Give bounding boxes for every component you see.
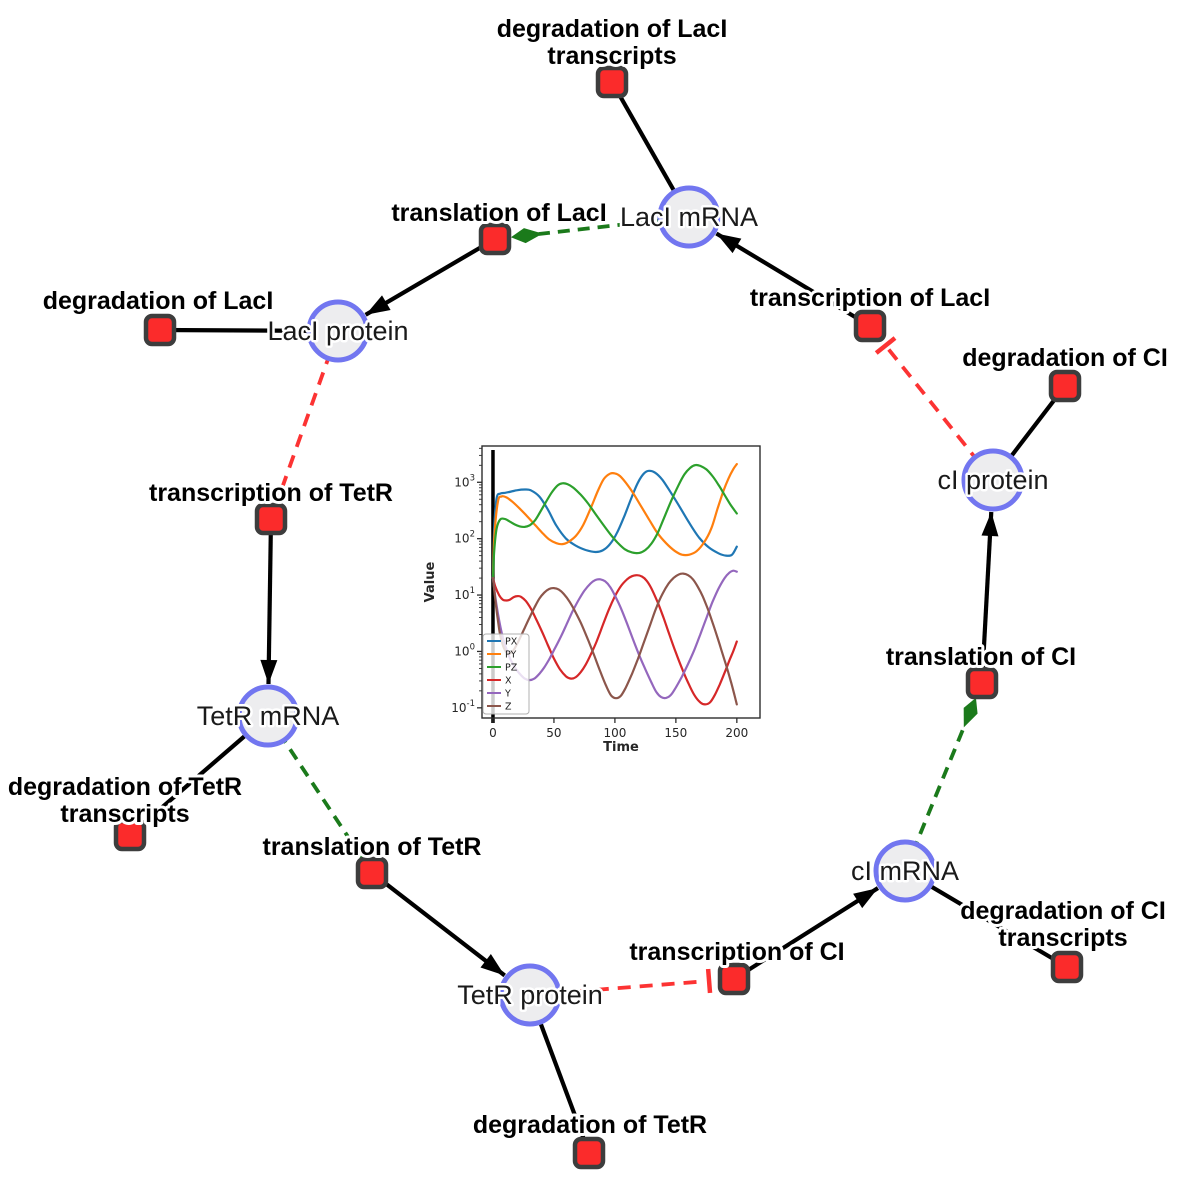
chart-series-PY: [491, 463, 738, 580]
species-label-sp_ci_mrna: cI mRNA: [851, 856, 959, 886]
reaction-node-rx_tl_tetr: [355, 856, 389, 890]
edge-production-rx_tl_laci-sp_laci_protein: [364, 237, 497, 317]
reaction-label-rx_deg_laci_tx-line2: transcripts: [547, 42, 676, 70]
x-tick-label-50: 50: [546, 726, 561, 740]
species-node-sp_ci_protein: [961, 448, 1025, 512]
reaction-label-rx_deg_ci_tx-line2: transcripts: [998, 924, 1127, 952]
reaction-node-rx_tl_laci: [478, 222, 512, 256]
edge-production-rx_tr_laci-sp_laci_mrna: [715, 231, 872, 328]
edge-production-rx_tr_laci-sp_laci_mrna-arrowhead: [716, 233, 742, 254]
edge-production-rx_tl_laci-sp_laci_protein-arrowhead: [365, 295, 391, 315]
chart-axes-ticks: 10-1 100 101 102 103 0 50 100 150 200: [451, 447, 748, 740]
species-label-sp_laci_mrna: LacI mRNA: [620, 202, 758, 232]
chart-series-PZ: [491, 463, 738, 580]
reaction-node-rx_tr_laci: [853, 309, 887, 343]
edge-production-rx_tr_tetr-sp_tetr_mrna: [266, 518, 274, 685]
reaction-node-rx_deg_tetr_tx: [113, 818, 147, 852]
x-tick-label-0: 0: [489, 726, 497, 740]
y-tick-label-10e3: 103: [454, 473, 475, 489]
reaction-label-rx_tl_laci-line1: translation of LacI: [391, 199, 606, 227]
reaction-label-rx_tl_tetr-line1: translation of TetR: [263, 833, 482, 861]
y-tick-label-10e0: 100: [454, 642, 475, 658]
reaction-label-rx_deg_tetr_tx-line1: degradation of TetR: [8, 773, 242, 801]
reaction-node-rx_tr_ci: [717, 962, 751, 996]
edge-production-rx_tl_tetr-sp_tetr_protein: [370, 871, 506, 978]
reaction-node-rx_deg_ci_tx: [1050, 950, 1084, 984]
nodes-layer: [113, 65, 1084, 1170]
species-node-sp_ci_mrna: [873, 839, 937, 903]
chart-series-PX: [491, 469, 738, 580]
y-tick-label-10e-1: 10-1: [451, 699, 475, 715]
species-node-sp_tetr_mrna: [236, 684, 300, 748]
edge-production-rx_tr_ci-sp_ci_mrna-arrowhead: [853, 888, 878, 909]
edge-production-rx_tr_tetr-sp_tetr_mrna-arrowhead: [260, 659, 278, 685]
species-label-sp_laci_protein: LacI protein: [267, 316, 408, 346]
reaction-label-rx_deg_tetr_tx-line2: transcripts: [60, 800, 189, 828]
chart-series-X: [491, 574, 738, 706]
edge-modifier-sp_laci_mrna-rx_tl_laci-diamond: [510, 228, 543, 244]
reaction-node-rx_deg_ci: [1048, 369, 1082, 403]
x-tick-label-150: 150: [664, 726, 687, 740]
y-tick-label-10e2: 102: [454, 530, 475, 546]
reaction-node-rx_deg_tetr: [572, 1136, 606, 1170]
edge-inhibition-sp_laci_protein-rx_tr_tetr-tee: [267, 489, 292, 502]
y-tick-label-10e1: 101: [454, 586, 475, 602]
reaction-label-rx_tr_tetr-line1: transcription of TetR: [149, 479, 393, 507]
species-label-sp_ci_protein: cI protein: [937, 465, 1048, 495]
reaction-node-rx_deg_laci: [143, 313, 177, 347]
species-label-sp_tetr_mrna: TetR mRNA: [197, 701, 340, 731]
reaction-label-rx_deg_ci_tx-line1: degradation of CI: [960, 897, 1166, 925]
legend-label-Z: Z: [505, 702, 512, 713]
edge-production-rx_tr_ci-sp_ci_mrna: [732, 886, 880, 981]
edge-inhibition-sp_tetr_protein-rx_tr_ci-tee: [705, 968, 713, 994]
legend-label-PZ: PZ: [505, 663, 518, 674]
edge-modifier-sp_ci_mrna-rx_tl_ci-diamond: [963, 697, 978, 728]
reaction-label-rx_tr_ci-line1: transcription of CI: [629, 938, 844, 966]
legend-label-X: X: [505, 676, 512, 687]
reaction-node-rx_deg_laci_tx: [595, 65, 629, 99]
reaction-label-rx_deg_ci-line1: degradation of CI: [962, 344, 1168, 372]
chart-legend: PX PY PZ XYZ: [482, 633, 530, 715]
edge-production-rx_tl_tetr-sp_tetr_protein-arrowhead: [480, 954, 505, 976]
edge-production-rx_tl_ci-sp_ci_protein-arrowhead: [981, 511, 999, 537]
reaction-label-rx_tl_ci-line1: translation of CI: [886, 643, 1076, 671]
reaction-label-rx_deg_laci-line1: degradation of LacI: [43, 287, 274, 315]
y-axis-label: Value: [423, 561, 438, 602]
edge-inhibition-sp_ci_protein-rx_tr_laci-tee: [874, 336, 897, 355]
species-node-sp_laci_protein: [306, 299, 370, 363]
species-node-sp_laci_mrna: [657, 185, 721, 249]
species-label-sp_tetr_protein: TetR protein: [457, 980, 603, 1010]
legend-label-PX: PX: [505, 637, 518, 648]
x-tick-label-100: 100: [603, 726, 626, 740]
reaction-label-rx_deg_tetr-line1: degradation of TetR: [473, 1111, 707, 1139]
reaction-label-rx_deg_laci_tx-line1: degradation of LacI: [497, 15, 728, 43]
labels-layer: degradation of LacItranscriptstranscript…: [5, 12, 1171, 1142]
legend-label-Y: Y: [504, 689, 511, 700]
reaction-node-rx_tl_ci: [965, 666, 999, 700]
x-tick-label-200: 200: [725, 726, 748, 740]
edge-modifier-sp_tetr_mrna-rx_tl_tetr-diamond: [345, 832, 364, 860]
x-axis-label: Time: [603, 740, 639, 755]
species-node-sp_tetr_protein: [498, 963, 562, 1027]
edge-production-rx_tl_ci-sp_ci_protein: [979, 511, 994, 684]
chart-frame: [481, 445, 761, 719]
reaction-node-rx_tr_tetr: [254, 502, 288, 536]
reaction-label-rx_tr_laci-line1: transcription of LacI: [750, 284, 990, 312]
legend-label-PY: PY: [505, 650, 517, 661]
